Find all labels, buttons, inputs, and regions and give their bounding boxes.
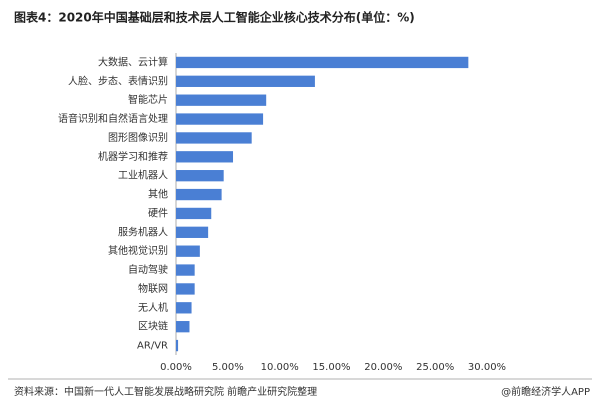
y-tick-label: 服务机器人 <box>118 225 168 238</box>
y-tick-label: AR/VR <box>137 341 168 352</box>
source: 资料来源：中国新一代人工智能发展战略研究院 前瞻产业研究院整理 <box>14 385 317 398</box>
bar <box>176 94 267 106</box>
bar <box>176 56 469 69</box>
y-tick-label: 人脸、步态、表情识别 <box>68 74 168 87</box>
y-tick-label: 无人机 <box>138 301 168 314</box>
bar <box>176 264 195 276</box>
bar <box>176 151 234 163</box>
bar <box>176 245 200 257</box>
y-tick-label: 其他 <box>148 188 168 201</box>
x-tick-label: 25.00% <box>416 362 454 373</box>
bar <box>176 339 179 352</box>
y-tick-label: 语音识别和自然语言处理 <box>58 112 168 125</box>
y-tick-label: 智能芯片 <box>128 93 168 106</box>
x-tick-label: 5.00% <box>212 362 244 373</box>
bar <box>176 302 192 314</box>
bar <box>176 188 222 201</box>
y-tick-label: 自动驾驶 <box>128 263 168 276</box>
bar <box>176 321 190 333</box>
x-tick-label: 15.00% <box>312 362 350 373</box>
bar <box>176 207 212 220</box>
y-tick-label: 图形图像识别 <box>108 132 168 144</box>
y-tick-label: 物联网 <box>138 282 168 295</box>
bar <box>176 170 224 182</box>
x-tick-label: 0.00% <box>160 362 192 373</box>
x-tick-label: 20.00% <box>364 362 402 373</box>
x-tick-label: 30.00% <box>468 362 506 373</box>
chart-title: 图表4：2020年中国基础层和技术层人工智能企业核心技术分布(单位：%) <box>14 10 415 25</box>
y-tick-label: 工业机器人 <box>118 169 168 182</box>
y-tick-label: 区块链 <box>138 320 168 333</box>
x-tick-label: 10.00% <box>261 362 299 373</box>
y-tick-label: 硬件 <box>148 207 168 219</box>
bar <box>176 226 209 238</box>
credit: @前瞻经济学人APP <box>501 385 590 398</box>
y-tick-label: 机器学习和推荐 <box>98 150 168 163</box>
bar <box>176 75 315 87</box>
y-tick-label: 大数据、云计算 <box>98 55 168 68</box>
y-tick-label: 其他视觉识别 <box>108 244 168 257</box>
bar <box>176 113 264 125</box>
bar <box>176 132 252 144</box>
bar <box>176 283 195 295</box>
